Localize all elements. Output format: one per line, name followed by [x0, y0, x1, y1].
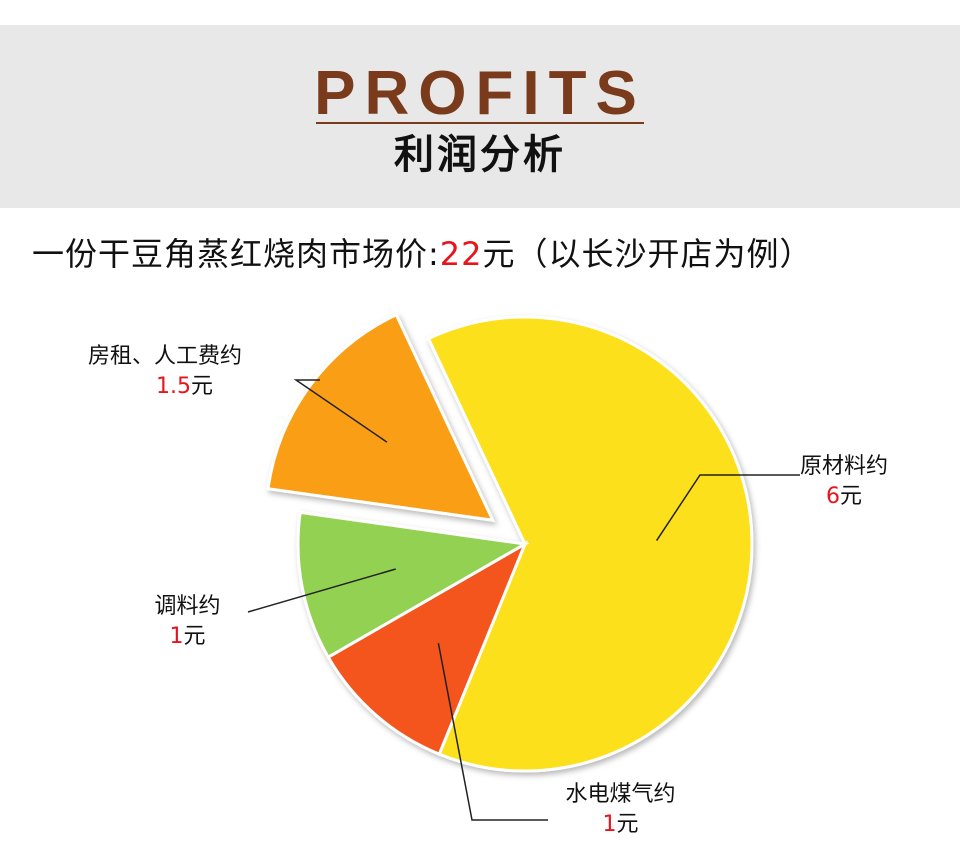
leader-line-rent-labor: [293, 379, 388, 443]
leader-line-utilities: [437, 642, 548, 821]
pie-slice-rent-labor: [266, 312, 496, 523]
headline-price: 22: [439, 235, 483, 273]
slice-label-name: 原材料约: [800, 454, 889, 479]
headline-unit: 元: [482, 235, 516, 273]
header-banner: PROFITS 利润分析: [0, 25, 960, 208]
slice-label-value: 1: [602, 812, 617, 837]
slice-label-unit: 元: [616, 812, 639, 837]
leader-line-seasoning: [247, 568, 396, 613]
slice-label-unit: 元: [191, 374, 214, 399]
slice-label-name: 房租、人工费约: [88, 344, 243, 369]
slice-label-name: 水电煤气约: [565, 782, 676, 807]
slice-label-raw-materials: 原材料约 6元: [800, 452, 888, 512]
banner-divider: [316, 122, 644, 124]
headline-prefix: 一份干豆角蒸红烧肉市场价:: [32, 235, 440, 273]
price-headline: 一份干豆角蒸红烧肉市场价:22元（以长沙开店为例）: [32, 238, 813, 270]
slice-label-name: 调料约: [154, 594, 221, 619]
slice-label-unit: 元: [183, 624, 206, 649]
pie-slice-raw-materials: [426, 315, 754, 773]
pie-slice-seasoning: [296, 510, 530, 660]
leader-line-raw-materials: [655, 474, 800, 542]
slice-label-utilities: 水电煤气约 1元: [548, 780, 693, 840]
slice-label-value: 6: [826, 484, 840, 509]
banner-title-cn: 利润分析: [394, 132, 566, 178]
headline-suffix: （以长沙开店为例）: [515, 235, 813, 273]
slice-label-value: 1.5: [156, 374, 191, 399]
pie-slice-utilities: [326, 540, 529, 757]
banner-title-en: PROFITS: [314, 59, 646, 128]
slice-label-unit: 元: [840, 484, 863, 509]
slice-label-seasoning: 调料约 1元: [140, 592, 235, 652]
slice-label-rent-labor: 房租、人工费约 1.5元: [88, 342, 242, 402]
slice-label-value: 1: [169, 624, 184, 649]
